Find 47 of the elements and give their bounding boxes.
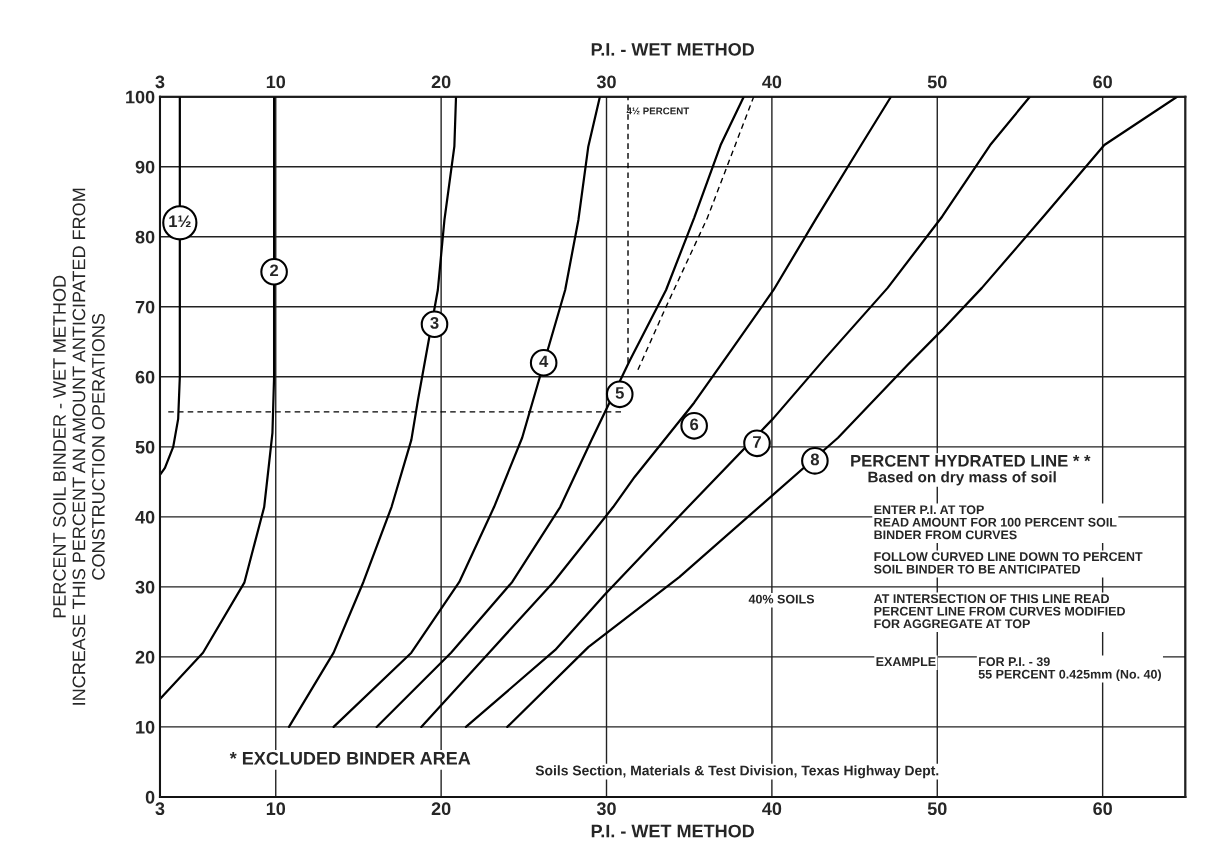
annotation: * EXCLUDED BINDER AREA: [229, 751, 471, 765]
y-tick-label: 70: [135, 300, 155, 314]
annotation: 2: [270, 264, 279, 277]
x2-tick-label: 3: [155, 75, 165, 89]
x-tick-label: 10: [266, 802, 286, 816]
y-tick-label: 50: [135, 440, 155, 454]
x2-tick-label: 10: [266, 75, 286, 89]
annotation: ENTER P.I. AT TOP READ AMOUNT FOR 100 PERCENT SOIL BINDER FROM CURVES: [874, 505, 1117, 540]
x-tick-label: 20: [431, 802, 451, 816]
annotation: Soils Section, Materials & Test Division, Texas Highway Dept.: [535, 765, 939, 779]
x-tick-label: 40: [762, 802, 782, 816]
annotation: Based on dry mass of soil: [868, 471, 1056, 486]
annotation: FOR P.I. - 39 55 PERCENT 0.425mm (No. 40): [978, 657, 1161, 682]
x-axis-title: P.I. - WET METHOD: [591, 824, 754, 838]
annotation: 6: [690, 418, 699, 431]
annotation: 1½: [169, 215, 191, 228]
annotation: EXAMPLE: [876, 657, 936, 666]
annotation: 4½ PERCENT: [626, 107, 690, 115]
x-tick-label: 50: [927, 802, 947, 816]
y-tick-label: 0: [145, 790, 155, 804]
annotation: 3: [430, 316, 439, 329]
y-tick-label: 90: [135, 160, 155, 174]
x2-tick-label: 20: [431, 75, 451, 89]
y-tick-label: 10: [136, 720, 155, 734]
annotation: 5: [615, 387, 624, 399]
annotation: 8: [810, 453, 820, 466]
y-tick-label: 30: [135, 580, 155, 594]
y-axis-title: PERCENT SOIL BINDER - WET METHOD INCREASE THIS PERCENT AN AMOUNT ANTICIPATED FROM CONSTRUCTION OPERATIONS: [53, 188, 105, 705]
annotation: 4: [539, 355, 549, 368]
x-tick-label: 30: [596, 802, 616, 816]
annotation: 40% SOILS: [748, 594, 815, 604]
x2-tick-label: 40: [762, 75, 782, 89]
annotation: FOLLOW CURVED LINE DOWN TO PERCENT SOIL BINDER TO BE ANTICIPATED: [873, 552, 1143, 574]
y-tick-label: 20: [135, 650, 155, 664]
y-tick-label: 40: [135, 510, 155, 524]
x-tick-label: 60: [1093, 802, 1112, 816]
x-tick-label: 3: [155, 802, 165, 816]
y-tick-label: 80: [135, 230, 155, 244]
x2-axis-title: P.I. - WET METHOD: [591, 42, 754, 56]
x2-tick-label: 50: [927, 75, 947, 89]
y-tick-label: 60: [135, 370, 155, 384]
y-tick-label: 100: [126, 90, 155, 104]
annotation: AT INTERSECTION OF THIS LINE READ PERCENT LINE FROM CURVES MODIFIED FOR AGGREGATE AT TOP: [873, 594, 1125, 629]
annotation: 7: [753, 436, 761, 448]
x2-tick-label: 60: [1093, 75, 1112, 89]
annotation: PERCENT HYDRATED LINE * *: [851, 454, 1091, 467]
x2-tick-label: 30: [596, 75, 616, 89]
